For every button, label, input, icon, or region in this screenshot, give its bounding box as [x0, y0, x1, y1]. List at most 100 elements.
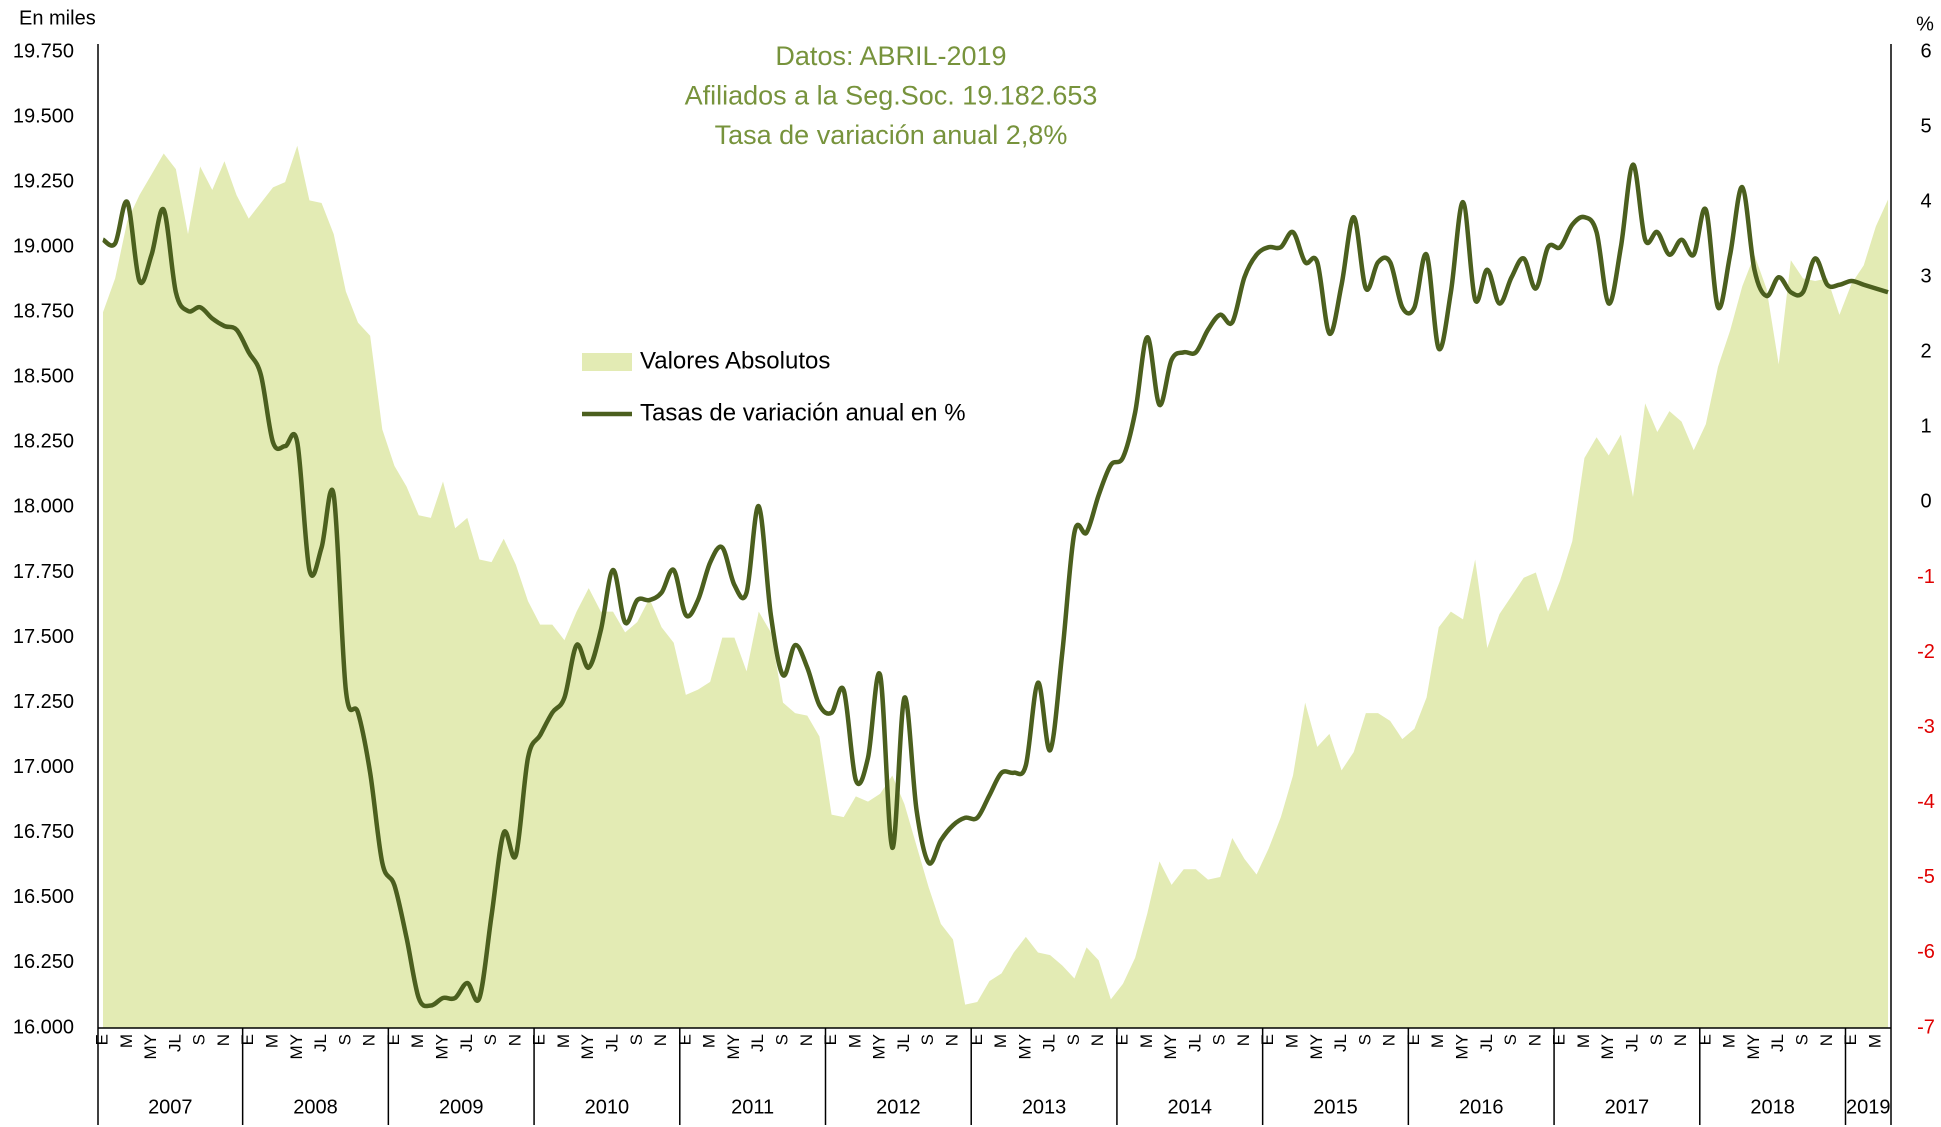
x-tick-label: M [991, 1034, 1010, 1048]
x-tick-label: MY [432, 1034, 451, 1060]
x-tick-label: N [1088, 1034, 1107, 1046]
x-tick-label: S [627, 1034, 646, 1045]
y-tick-label: 17.500 [13, 626, 74, 648]
x-tick-label: E [1258, 1034, 1277, 1045]
year-label: 2011 [731, 1096, 774, 1118]
y-tick-label: 16.750 [13, 821, 74, 843]
x-tick-label: M [1865, 1034, 1884, 1048]
legend-label: Valores Absolutos [640, 347, 830, 374]
y2-tick-label: 0 [1920, 491, 1931, 513]
y-axis-label: En miles [19, 7, 96, 29]
y-tick-label: 19.000 [13, 235, 74, 257]
x-tick-label: JL [1185, 1034, 1204, 1052]
y-tick-label: 16.250 [13, 951, 74, 973]
x-tick-label: JL [748, 1034, 767, 1052]
year-label: 2012 [876, 1096, 921, 1118]
y2-tick-label: 6 [1920, 40, 1931, 62]
x-tick-label: N [214, 1034, 233, 1046]
y-tick-label: 19.250 [13, 170, 74, 192]
y2-tick-label: 4 [1920, 190, 1931, 212]
x-tick-label: MY [1015, 1034, 1034, 1060]
x-tick-label: MY [1598, 1034, 1617, 1060]
x-tick-label: M [1574, 1034, 1593, 1048]
year-label: 2013 [1022, 1096, 1067, 1118]
x-tick-label: S [1355, 1034, 1374, 1045]
year-label: 2019 [1846, 1096, 1891, 1118]
x-tick-label: M [262, 1034, 281, 1048]
x-tick-label: E [238, 1034, 257, 1045]
year-label: 2016 [1459, 1096, 1504, 1118]
x-tick-label: E [92, 1034, 111, 1045]
x-tick-label: M [1428, 1034, 1447, 1048]
x-tick-label: E [675, 1034, 694, 1045]
x-tick-label: N [360, 1034, 379, 1046]
x-tick-label: MY [1452, 1034, 1471, 1060]
x-tick-label: M [408, 1034, 427, 1048]
y-tick-label: 18.750 [13, 301, 74, 323]
x-tick-label: N [1380, 1034, 1399, 1046]
x-tick-label: E [1550, 1034, 1569, 1045]
x-tick-label: MY [1307, 1034, 1326, 1060]
x-tick-label: E [1404, 1034, 1423, 1045]
x-tick-label: E [384, 1034, 403, 1045]
x-tick-label: E [821, 1034, 840, 1045]
y2-tick-label: 1 [1920, 416, 1931, 438]
x-tick-label: MY [287, 1034, 306, 1060]
x-tick-label: N [505, 1034, 524, 1046]
y2-tick-label: -6 [1917, 941, 1935, 963]
x-tick-label: M [700, 1034, 719, 1048]
y-tick-label: 18.250 [13, 431, 74, 453]
y2-tick-label: 2 [1920, 341, 1931, 363]
legend-swatch [582, 353, 632, 371]
x-tick-label: MY [578, 1034, 597, 1060]
y2-axis-label: % [1916, 13, 1934, 35]
x-tick-label: S [1792, 1034, 1811, 1045]
x-tick-label: N [651, 1034, 670, 1046]
x-tick-label: M [1720, 1034, 1739, 1048]
x-tick-label: S [772, 1034, 791, 1045]
x-tick-label: N [1817, 1034, 1836, 1046]
x-tick-label: N [1234, 1034, 1253, 1046]
annotation: Datos: ABRIL-2019 [775, 41, 1006, 71]
line [101, 162, 1889, 1009]
area [103, 145, 1888, 1029]
x-tick-label: JL [311, 1034, 330, 1052]
y-tick-label: 17.000 [13, 756, 74, 778]
x-tick-label: JL [457, 1034, 476, 1052]
x-tick-label: E [1112, 1034, 1131, 1045]
annotation: Afiliados a la Seg.Soc. 19.182.653 [685, 81, 1098, 111]
year-label: 2018 [1750, 1096, 1795, 1118]
y-tick-label: 18.500 [13, 366, 74, 388]
x-tick-label: JL [894, 1034, 913, 1052]
legend-label: Tasas de variación anual en % [640, 399, 966, 426]
y2-tick-label: -4 [1917, 791, 1935, 813]
annotation: Tasa de variación anual 2,8% [715, 120, 1068, 150]
year-label: 2017 [1605, 1096, 1650, 1118]
area-layer [103, 145, 1888, 1029]
x-tick-label: JL [1040, 1034, 1059, 1052]
y-tick-label: 17.750 [13, 561, 74, 583]
line-layer [101, 162, 1889, 1009]
x-tick-label: S [481, 1034, 500, 1045]
x-tick-label: E [1841, 1034, 1860, 1045]
y2-tick-label: -1 [1917, 566, 1935, 588]
x-tick-label: M [845, 1034, 864, 1048]
y-tick-label: 19.500 [13, 105, 74, 127]
x-tick-label: N [797, 1034, 816, 1046]
y2-tick-label: -5 [1917, 866, 1935, 888]
y-tick-label: 17.250 [13, 691, 74, 713]
x-tick-label: MY [724, 1034, 743, 1060]
x-tick-label: JL [1331, 1034, 1350, 1052]
x-tick-label: S [335, 1034, 354, 1045]
x-tick-label: S [190, 1034, 209, 1045]
x-tick-label: M [1282, 1034, 1301, 1048]
year-label: 2009 [439, 1096, 484, 1118]
x-tick-label: E [530, 1034, 549, 1045]
x-tick-label: JL [165, 1034, 184, 1052]
x-tick-label: JL [1768, 1034, 1787, 1052]
year-label: 2010 [585, 1096, 630, 1118]
year-label: 2007 [148, 1096, 193, 1118]
year-label: 2014 [1168, 1096, 1213, 1118]
x-tick-label: N [1525, 1034, 1544, 1046]
